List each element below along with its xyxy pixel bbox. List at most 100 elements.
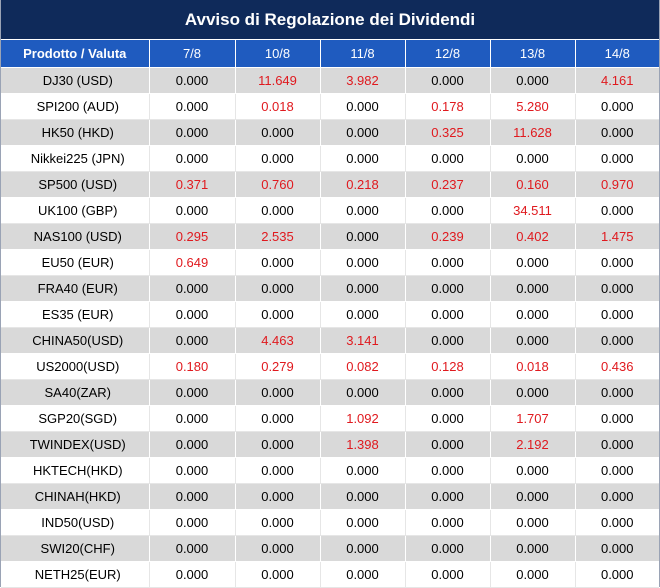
product-cell: DJ30 (USD)	[1, 67, 150, 94]
value-cell: 0.000	[490, 327, 576, 354]
product-cell: SWI20(CHF)	[1, 535, 150, 562]
table-row: IND50(USD) 0.000 0.000 0.000 0.000 0.000 0.000	[1, 509, 659, 536]
dividend-table: Prodotto / Valuta 7/8 10/8 11/8 12/8 13/8 14/8…	[1, 40, 659, 588]
table-row: DJ30 (USD) 0.000 11.649 3.982 0.000 0.000 4.16…	[1, 67, 659, 94]
value-cell: 0.000	[490, 379, 576, 406]
value-cell: 0.000	[235, 561, 321, 588]
value-cell: 0.295	[149, 223, 236, 250]
value-cell: 0.000	[149, 431, 236, 458]
product-cell: FRA40 (EUR)	[1, 275, 150, 302]
value-cell: 0.970	[575, 171, 659, 198]
table-body: DJ30 (USD) 0.000 11.649 3.982 0.000 0.000 4.16…	[1, 67, 659, 588]
value-cell: 0.000	[149, 67, 236, 94]
column-header-date: 12/8	[405, 40, 491, 68]
column-header-product: Prodotto / Valuta	[1, 40, 150, 68]
product-cell: EU50 (EUR)	[1, 249, 150, 276]
value-cell: 0.000	[575, 275, 659, 302]
value-cell: 0.000	[575, 457, 659, 484]
product-cell: HKTECH(HKD)	[1, 457, 150, 484]
value-cell: 0.000	[320, 119, 406, 146]
value-cell: 0.000	[320, 145, 406, 172]
value-cell: 0.000	[405, 67, 491, 94]
value-cell: 0.649	[149, 249, 236, 276]
value-cell: 0.000	[320, 275, 406, 302]
product-cell: US2000(USD)	[1, 353, 150, 380]
value-cell: 11.649	[235, 67, 321, 94]
value-cell: 0.000	[490, 483, 576, 510]
product-cell: TWINDEX(USD)	[1, 431, 150, 458]
product-cell: SA40(ZAR)	[1, 379, 150, 406]
value-cell: 3.141	[320, 327, 406, 354]
value-cell: 0.000	[490, 509, 576, 536]
value-cell: 0.000	[320, 457, 406, 484]
value-cell: 0.000	[575, 535, 659, 562]
product-cell: NAS100 (USD)	[1, 223, 150, 250]
value-cell: 0.178	[405, 93, 491, 120]
value-cell: 0.000	[575, 197, 659, 224]
value-cell: 0.000	[235, 483, 321, 510]
column-header-date: 7/8	[149, 40, 236, 68]
value-cell: 0.760	[235, 171, 321, 198]
value-cell: 0.000	[405, 197, 491, 224]
value-cell: 0.000	[490, 535, 576, 562]
table-header: Prodotto / Valuta 7/8 10/8 11/8 12/8 13/8 14/8	[1, 40, 659, 68]
value-cell: 1.707	[490, 405, 576, 432]
column-header-date: 11/8	[320, 40, 406, 68]
value-cell: 0.000	[320, 197, 406, 224]
product-cell: SPI200 (AUD)	[1, 93, 150, 120]
column-header-date: 10/8	[235, 40, 321, 68]
table-row: US2000(USD) 0.180 0.279 0.082 0.128 0.018 0.43…	[1, 353, 659, 380]
product-cell: Nikkei225 (JPN)	[1, 145, 150, 172]
product-cell: HK50 (HKD)	[1, 119, 150, 146]
value-cell: 0.000	[320, 535, 406, 562]
value-cell: 0.000	[149, 535, 236, 562]
table-row: HKTECH(HKD) 0.000 0.000 0.000 0.000 0.000 0.00…	[1, 457, 659, 484]
table-row: ES35 (EUR) 0.000 0.000 0.000 0.000 0.000 0.000	[1, 301, 659, 328]
value-cell: 0.000	[405, 405, 491, 432]
value-cell: 0.000	[405, 275, 491, 302]
value-cell: 0.237	[405, 171, 491, 198]
table-row: SP500 (USD) 0.371 0.760 0.218 0.237 0.160 0.97…	[1, 171, 659, 198]
table-row: SWI20(CHF) 0.000 0.000 0.000 0.000 0.000 0.000	[1, 535, 659, 562]
value-cell: 0.436	[575, 353, 659, 380]
value-cell: 0.000	[149, 483, 236, 510]
value-cell: 0.000	[575, 145, 659, 172]
value-cell: 0.000	[149, 275, 236, 302]
column-header-date: 14/8	[575, 40, 659, 68]
value-cell: 0.000	[320, 301, 406, 328]
value-cell: 4.161	[575, 67, 659, 94]
value-cell: 0.000	[575, 327, 659, 354]
table-row: SGP20(SGD) 0.000 0.000 1.092 0.000 1.707 0.000	[1, 405, 659, 432]
value-cell: 11.628	[490, 119, 576, 146]
value-cell: 0.000	[320, 379, 406, 406]
value-cell: 0.000	[575, 431, 659, 458]
product-cell: SP500 (USD)	[1, 171, 150, 198]
value-cell: 0.000	[405, 145, 491, 172]
value-cell: 0.180	[149, 353, 236, 380]
value-cell: 0.000	[490, 275, 576, 302]
value-cell: 0.000	[235, 197, 321, 224]
value-cell: 0.000	[149, 327, 236, 354]
value-cell: 0.000	[235, 119, 321, 146]
product-cell: CHINA50(USD)	[1, 327, 150, 354]
value-cell: 0.000	[405, 561, 491, 588]
table-row: FRA40 (EUR) 0.000 0.000 0.000 0.000 0.000 0.00…	[1, 275, 659, 302]
table-row: CHINA50(USD) 0.000 4.463 3.141 0.000 0.000 0.0…	[1, 327, 659, 354]
value-cell: 0.000	[235, 275, 321, 302]
product-cell: UK100 (GBP)	[1, 197, 150, 224]
value-cell: 2.192	[490, 431, 576, 458]
value-cell: 0.000	[149, 561, 236, 588]
value-cell: 5.280	[490, 93, 576, 120]
table-row: CHINAH(HKD) 0.000 0.000 0.000 0.000 0.000 0.00…	[1, 483, 659, 510]
value-cell: 0.000	[149, 509, 236, 536]
value-cell: 0.000	[405, 457, 491, 484]
value-cell: 0.000	[405, 509, 491, 536]
value-cell: 0.000	[490, 145, 576, 172]
value-cell: 0.000	[320, 509, 406, 536]
product-cell: ES35 (EUR)	[1, 301, 150, 328]
value-cell: 0.000	[235, 431, 321, 458]
value-cell: 0.000	[405, 301, 491, 328]
value-cell: 0.371	[149, 171, 236, 198]
value-cell: 0.000	[320, 93, 406, 120]
